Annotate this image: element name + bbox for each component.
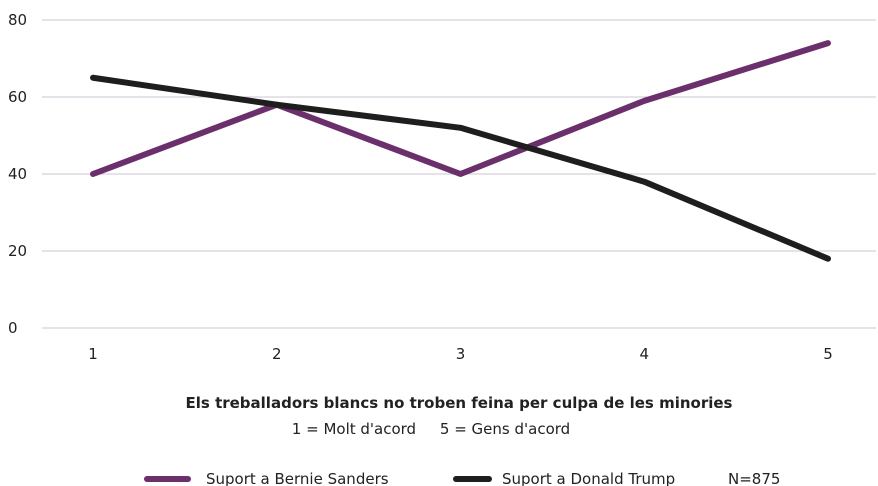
x-tick-label-4: 4 <box>639 345 649 363</box>
legend-label-bernie: Suport a Bernie Sanders <box>206 470 389 486</box>
x-axis-scale-note: 1 = Molt d'acord 5 = Gens d'acord <box>292 420 570 438</box>
x-tick-label-3: 3 <box>456 345 466 363</box>
y-tick-label-0: 0 <box>8 319 18 337</box>
series-line-bernie-sanders <box>93 43 828 174</box>
y-tick-label-20: 20 <box>8 242 27 260</box>
series-lines <box>93 43 828 259</box>
x-tick-label-2: 2 <box>272 345 282 363</box>
x-tick-label-5: 5 <box>823 345 833 363</box>
y-tick-label-80: 80 <box>8 11 27 29</box>
x-axis-label: Els treballadors blancs no troben feina … <box>186 394 733 412</box>
y-axis-ticks: 0 20 40 60 80 <box>8 11 27 337</box>
y-tick-label-40: 40 <box>8 165 27 183</box>
x-axis-ticks: 1 2 3 4 5 <box>88 345 833 363</box>
series-line-donald-trump <box>93 78 828 259</box>
legend-label-trump: Suport a Donald Trump <box>502 470 675 486</box>
y-tick-label-60: 60 <box>8 88 27 106</box>
x-tick-label-1: 1 <box>88 345 98 363</box>
sample-size-note: N=875 <box>728 470 780 486</box>
legend: Suport a Bernie Sanders Suport a Donald … <box>147 470 780 486</box>
